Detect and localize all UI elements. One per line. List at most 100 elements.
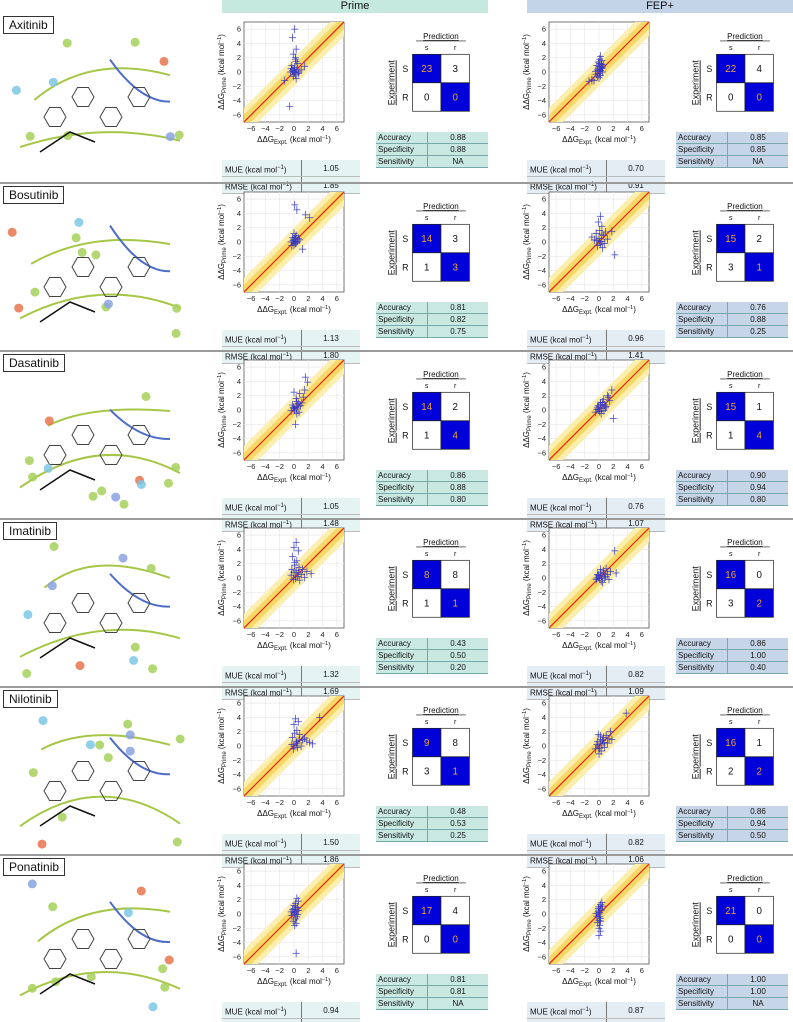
data-point — [593, 61, 601, 70]
data-point — [316, 713, 324, 722]
mue-value: 0.87 — [628, 1006, 644, 1015]
data-point — [594, 58, 602, 66]
ligand-ring — [43, 277, 67, 297]
specificity-label: Specificity — [376, 144, 428, 155]
data-point — [301, 373, 309, 382]
y-tick-label: 4 — [237, 209, 241, 218]
data-point — [289, 72, 297, 81]
specificity-label: Specificity — [676, 314, 728, 325]
y-tick-label: −4 — [232, 96, 241, 105]
data-point — [601, 572, 609, 581]
y-tick-label: 4 — [542, 209, 546, 218]
confusion-cell: 0 — [412, 82, 442, 112]
data-point — [599, 63, 607, 71]
drug-row: Axitinib −6 −4 −2 0 2 4 6 6 4 2 0 −2 −4 −6 ΔΔGExpt. (kc… — [0, 14, 793, 194]
residue-marker — [88, 491, 98, 501]
rmse-label: RMSE (kcal mol−1) — [222, 515, 302, 531]
y-tick-label: 6 — [237, 363, 241, 372]
sensitivity-value: NA — [452, 157, 464, 166]
sensitivity-label: Sensitivity — [676, 662, 728, 673]
pred-s-label: s — [425, 44, 429, 52]
mue-label-text: MUE (kcal mol — [530, 165, 583, 175]
exp-S-label: S — [706, 402, 712, 412]
data-point — [294, 569, 302, 577]
y-tick-label: −2 — [537, 924, 546, 933]
data-point — [596, 238, 604, 246]
pocket-contour — [19, 293, 181, 320]
confusion-cell: 14 — [412, 391, 442, 422]
rmse-value: 1.41 — [628, 351, 644, 360]
y-tick-label: −4 — [232, 770, 241, 779]
mue-label: MUE (kcal mol−1) — [222, 834, 302, 850]
unit-exponent: −1 — [582, 839, 589, 845]
specificity-value: 0.81 — [450, 987, 466, 996]
residue-marker — [74, 217, 84, 227]
mue-label-text: MUE (kcal mol — [225, 671, 278, 681]
unit-exponent: −1 — [277, 839, 284, 845]
accuracy-value: 0.76 — [750, 303, 766, 312]
residue-marker — [85, 740, 95, 750]
exp-S-label: S — [402, 570, 408, 580]
data-points — [592, 898, 607, 940]
data-point — [592, 575, 600, 584]
rmse-value: 1.09 — [628, 687, 644, 696]
specificity-label: Specificity — [676, 650, 728, 661]
specificity-value: 0.88 — [750, 315, 766, 324]
confusion-count: 22 — [725, 64, 736, 75]
data-points — [287, 538, 315, 585]
x-tick-label: 0 — [597, 798, 601, 807]
specificity-label: Specificity — [676, 482, 728, 493]
confusion-cell: 8 — [440, 559, 470, 590]
x-tick-label: −6 — [247, 630, 256, 639]
data-point — [596, 744, 604, 753]
mue-row: MUE (kcal mol−1) 0.76 — [527, 498, 665, 515]
data-point — [596, 565, 604, 574]
y-tick-label: 6 — [542, 25, 546, 34]
data-point — [294, 69, 302, 78]
prediction-title: Prediction — [727, 538, 763, 547]
mue-label-text: MUE (kcal mol — [530, 839, 583, 849]
data-point — [291, 902, 299, 911]
residue-marker — [75, 661, 85, 671]
y-tick-label: −4 — [232, 602, 241, 611]
data-point — [597, 906, 605, 915]
accuracy-value: 0.90 — [750, 471, 766, 480]
x-axis-label: ΔΔGExpt. (kcal mol−1) — [257, 473, 331, 484]
confusion-cell: 0 — [412, 924, 442, 954]
unit-exponent: −1 — [582, 671, 589, 677]
data-point — [593, 405, 601, 414]
pred-s-label: s — [425, 718, 429, 726]
confusion-cell: 1 — [440, 588, 470, 618]
data-point — [588, 233, 596, 241]
specificity-label: Specificity — [676, 818, 728, 829]
data-point — [294, 910, 302, 919]
accuracy-label: Accuracy — [676, 470, 728, 481]
x-tick-label: −6 — [247, 462, 256, 471]
rmse-label-text: RMSE (kcal mol — [530, 352, 588, 362]
rmse-value: 1.07 — [628, 519, 644, 528]
exp-R-label: R — [706, 935, 712, 945]
mue-label: MUE (kcal mol−1) — [527, 160, 607, 176]
specificity-value: 0.50 — [450, 651, 466, 660]
y-tick-label: 2 — [237, 391, 241, 400]
x-tick-label: 0 — [292, 798, 296, 807]
ligand-ring — [43, 781, 67, 801]
x-tick-label: 4 — [320, 966, 324, 975]
mue-value: 0.76 — [628, 502, 644, 511]
unit-close: ) — [283, 839, 287, 849]
mue-label-text: MUE (kcal mol — [225, 839, 278, 849]
confusion-count: 3 — [424, 767, 429, 778]
mue-row: MUE (kcal mol−1) 1.50 — [222, 834, 360, 851]
confusion-matrix: Prediction s r S R Experiment 15 1 1 4 — [691, 370, 774, 450]
rmse-value: 1.48 — [323, 519, 339, 528]
pred-s-label: s — [425, 214, 429, 222]
drug-name: Imatinib — [3, 522, 58, 540]
confusion-count: 1 — [756, 263, 761, 274]
specificity-value: 1.00 — [750, 651, 766, 660]
pred-s-label: s — [729, 382, 733, 390]
accuracy-row: Accuracy 0.81 — [376, 302, 488, 314]
classification-metrics: Accuracy 1.00 Specificity 1.00 Sensitivity NA — [676, 974, 788, 1010]
interaction-diagram — [19, 542, 181, 678]
confusion-count: 1 — [756, 738, 761, 749]
